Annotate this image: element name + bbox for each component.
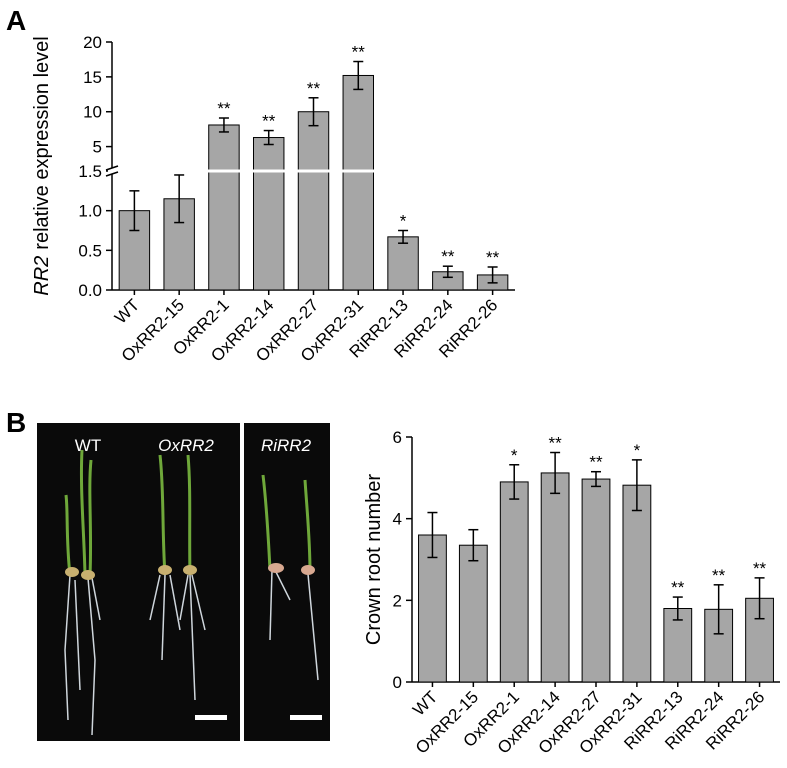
significance-label: ** xyxy=(548,434,562,453)
significance-label: ** xyxy=(589,453,603,472)
axis-break xyxy=(108,168,116,174)
y-axis-label: Crown root number xyxy=(363,474,385,646)
significance-label: ** xyxy=(262,112,276,131)
significance-label: ** xyxy=(753,559,767,578)
seed xyxy=(158,565,172,575)
bar xyxy=(499,481,529,683)
significance-label: ** xyxy=(217,99,231,118)
significance-label: ** xyxy=(712,566,726,585)
significance-label: ** xyxy=(352,43,366,62)
bar xyxy=(704,608,734,683)
y-tick-label: 2 xyxy=(393,591,402,610)
bar xyxy=(387,236,419,291)
y-axis-label-part: Crown root number xyxy=(363,474,385,646)
bar xyxy=(418,534,447,683)
y-axis-label: RR2 relative expression level xyxy=(31,36,53,295)
y-tick-label: 20 xyxy=(83,33,102,52)
significance-label: * xyxy=(511,446,518,465)
bar xyxy=(622,484,652,683)
y-tick-label: 0.5 xyxy=(78,241,102,260)
significance-label: ** xyxy=(441,247,455,266)
bar xyxy=(581,478,611,683)
y-tick-label: 4 xyxy=(393,510,402,529)
roots xyxy=(64,569,319,736)
significance-label: ** xyxy=(671,578,685,597)
significance-label: ** xyxy=(307,79,321,98)
photo-panel xyxy=(244,423,330,741)
bar xyxy=(118,210,151,291)
seed xyxy=(183,565,197,575)
panel-label: A xyxy=(6,5,26,36)
y-tick-label: 0 xyxy=(393,673,402,692)
axis-break-mark xyxy=(105,165,119,171)
seed xyxy=(268,563,284,573)
seed xyxy=(81,570,95,580)
y-axis-label-part: relative expression level xyxy=(31,36,53,249)
axis-break xyxy=(113,169,516,173)
y-tick-label: 1.5 xyxy=(78,162,102,181)
photo-panel xyxy=(37,423,240,741)
y-axis-label-part: RR2 xyxy=(31,256,53,296)
shoots xyxy=(64,449,312,576)
scale-bar xyxy=(195,715,227,720)
panel-label: B xyxy=(6,407,26,438)
scale-bar xyxy=(290,715,322,720)
y-tick-label: 0.0 xyxy=(78,281,102,300)
significance-label: * xyxy=(400,212,407,231)
bar xyxy=(540,472,570,683)
significance-label: ** xyxy=(486,248,500,267)
seed xyxy=(65,567,79,577)
x-tick-label: WT xyxy=(111,295,143,327)
photo: WT OxRR2 RiRR2 xyxy=(37,423,330,741)
y-tick-label: 5 xyxy=(93,138,102,157)
y-tick-label: 6 xyxy=(393,428,402,447)
bar xyxy=(252,137,285,291)
y-tick-label: 1.0 xyxy=(78,202,102,221)
bar xyxy=(342,74,375,291)
significance-label: * xyxy=(634,441,641,460)
photo-label: RiRR2 xyxy=(261,436,312,455)
y-tick-label: 10 xyxy=(83,103,102,122)
y-tick-label: 15 xyxy=(83,68,102,87)
photo-label: WT xyxy=(75,436,101,455)
bar xyxy=(458,544,488,683)
photo-label: OxRR2 xyxy=(158,436,214,455)
x-tick-label: WT xyxy=(409,687,441,719)
seed xyxy=(301,565,315,575)
bar xyxy=(208,124,240,291)
axis-break-mark xyxy=(105,171,119,177)
bar xyxy=(297,111,330,291)
